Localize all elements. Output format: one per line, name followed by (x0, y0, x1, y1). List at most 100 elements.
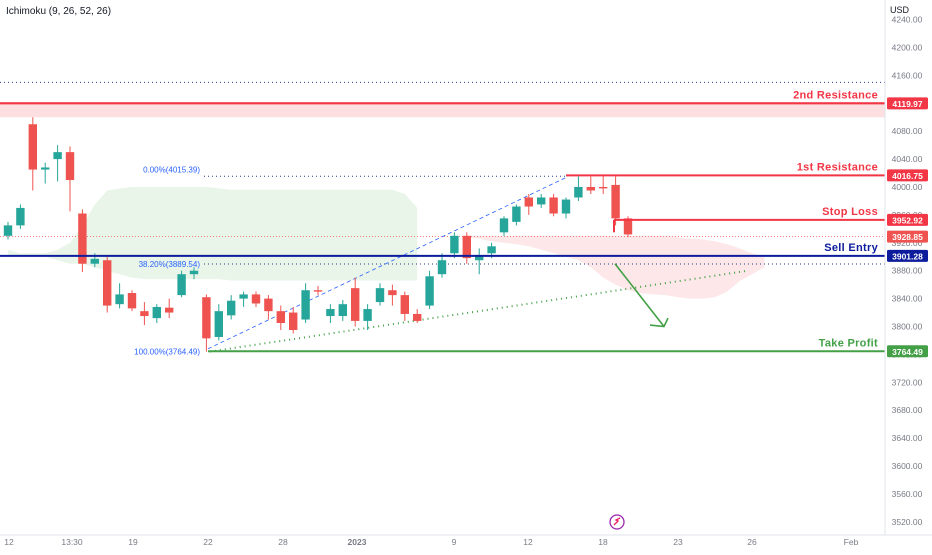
candle[interactable] (165, 298, 174, 319)
candle[interactable] (351, 277, 360, 327)
candle-body (413, 313, 422, 321)
candle-body (611, 184, 620, 219)
x-tick-label: 26 (747, 537, 757, 547)
price-tag[interactable]: 3928.85 (887, 230, 928, 243)
candle[interactable] (103, 256, 112, 313)
fib-label: 100.00%(3764.49) (134, 347, 200, 356)
candle[interactable] (16, 204, 25, 229)
candle-body (41, 167, 50, 170)
candle[interactable] (313, 286, 323, 296)
candle[interactable] (78, 209, 87, 273)
candle[interactable] (475, 248, 484, 275)
price-tag-label: 4016.75 (892, 171, 923, 181)
reference-lines (0, 81, 885, 238)
candle[interactable] (227, 295, 236, 320)
y-tick-label: 3520.00 (892, 517, 923, 527)
support-trend-line (209, 269, 749, 353)
candle-body (239, 294, 248, 299)
x-tick-label: 12 (523, 537, 533, 547)
candle[interactable] (549, 193, 558, 217)
candle[interactable] (338, 299, 347, 321)
candle[interactable] (574, 176, 583, 201)
candle[interactable] (512, 204, 521, 226)
price-tag[interactable]: 3901.28 (887, 249, 928, 262)
candle[interactable] (499, 216, 509, 236)
arrow-head-icon (649, 317, 669, 328)
candle-body (16, 207, 25, 226)
x-tick-label: 18 (598, 537, 608, 547)
candle-body (177, 274, 186, 296)
price-tag-label: 4119.97 (892, 99, 923, 109)
candle-body (375, 288, 385, 303)
level-label: Sell Entry (824, 242, 878, 254)
candle[interactable] (400, 291, 409, 321)
x-tick-label: Feb (844, 537, 859, 547)
price-tag-box (887, 97, 928, 110)
candle-body (524, 197, 533, 207)
candle[interactable] (363, 304, 372, 330)
candle[interactable] (152, 304, 161, 324)
candle[interactable] (586, 176, 595, 194)
candle-body (561, 199, 571, 214)
y-tick-label: 3840.00 (892, 294, 923, 304)
candle[interactable] (611, 176, 620, 226)
candle[interactable] (375, 283, 385, 306)
candle[interactable] (326, 304, 335, 324)
price-tag-box (887, 249, 928, 262)
candle[interactable] (524, 193, 533, 215)
candle[interactable] (3, 221, 13, 240)
y-tick-label: 4200.00 (892, 43, 923, 53)
candle-body (90, 258, 99, 264)
candle[interactable] (425, 270, 434, 310)
price-tag-label: 3901.28 (892, 251, 923, 261)
candle[interactable] (413, 309, 422, 324)
candle-body (437, 260, 447, 275)
x-tick-label: 22 (203, 537, 213, 547)
candle[interactable] (28, 117, 37, 191)
candle[interactable] (251, 291, 261, 307)
candle[interactable] (450, 232, 459, 259)
candle-body (202, 297, 211, 339)
candle[interactable] (41, 162, 50, 184)
price-tag[interactable]: 3764.49 (887, 345, 928, 358)
candle-body (3, 225, 13, 236)
candle[interactable] (561, 197, 571, 219)
candle[interactable] (301, 283, 310, 324)
candle[interactable] (537, 193, 546, 208)
candle[interactable] (289, 306, 298, 334)
candle[interactable] (65, 146, 75, 212)
candle[interactable] (437, 253, 447, 278)
candle[interactable] (239, 291, 248, 307)
candle-body (189, 270, 199, 275)
candle[interactable] (53, 145, 62, 182)
candle[interactable] (202, 294, 211, 352)
candle[interactable] (214, 304, 223, 341)
price-tag[interactable]: 4119.97 (887, 97, 928, 110)
candle-body (165, 307, 174, 313)
price-tag[interactable]: 3952.92 (887, 213, 928, 226)
candle[interactable] (140, 302, 149, 326)
tradingview-logo-icon[interactable] (609, 514, 625, 530)
candle[interactable] (177, 270, 186, 298)
price-tag-label: 3764.49 (892, 347, 923, 357)
candle[interactable] (388, 284, 397, 306)
y-tick-label: 4040.00 (892, 154, 923, 164)
price-tag[interactable]: 4016.75 (887, 169, 928, 182)
indicator-legend[interactable]: Ichimoku (9, 26, 52, 26) (6, 6, 111, 17)
y-tick-label: 3640.00 (892, 433, 923, 443)
candle[interactable] (462, 232, 471, 264)
candle[interactable] (599, 175, 608, 194)
level-label: Take Profit (819, 337, 878, 349)
candle-body (289, 312, 298, 330)
candle-body (623, 218, 633, 235)
candle[interactable] (189, 267, 199, 280)
price-axis: 3520.00 3560.00 3600.00 3640.00 3680.00 3720.… (884, 0, 928, 535)
candle-body (499, 218, 509, 233)
candle[interactable] (127, 290, 137, 312)
candle[interactable] (115, 283, 124, 309)
candle[interactable] (276, 305, 285, 330)
candle-body (227, 300, 236, 316)
candle[interactable] (264, 295, 273, 320)
candle-body (537, 197, 546, 205)
